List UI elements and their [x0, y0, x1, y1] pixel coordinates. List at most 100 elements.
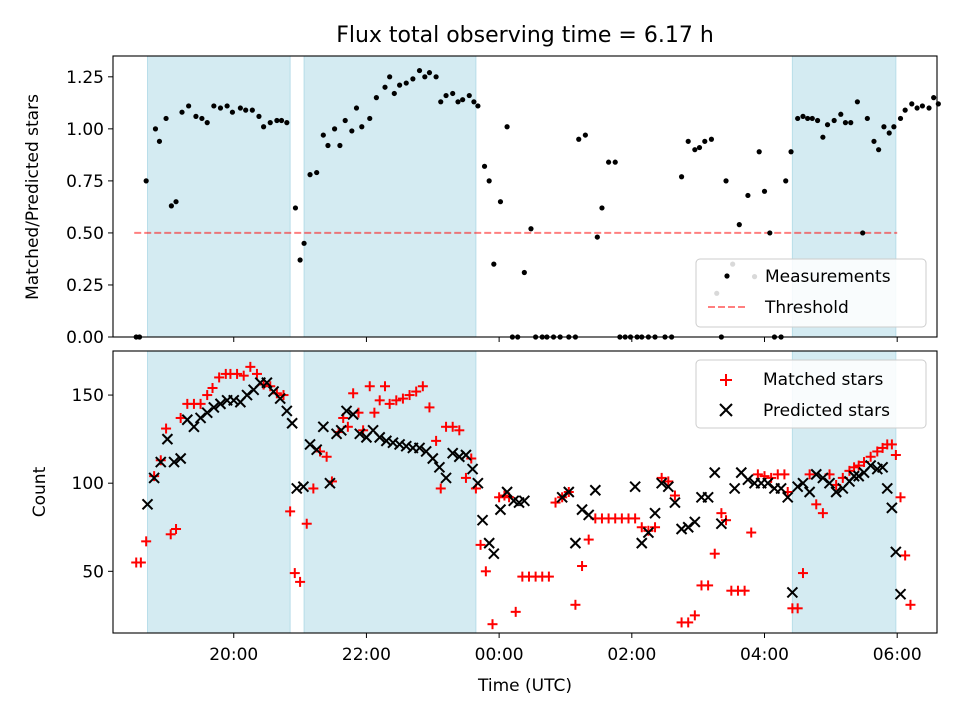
measurement-point: [926, 105, 932, 111]
matched-star-point: [141, 536, 152, 547]
x-tick-label: 04:00: [740, 645, 789, 665]
predicted-star-point: [466, 463, 479, 475]
predicted-star-point: [629, 481, 641, 493]
measurement-point: [582, 132, 588, 138]
measurement-point: [278, 117, 285, 124]
matched-star-point: [779, 469, 790, 480]
measurement-point: [481, 163, 488, 169]
predicted-star-point: [281, 405, 293, 417]
measurement-point: [696, 144, 703, 151]
predicted-star-point: [823, 477, 836, 489]
matched-star-point: [195, 398, 206, 409]
predicted-star-point: [310, 443, 323, 456]
predicted-star-point: [890, 546, 902, 558]
matched-star-point: [301, 518, 312, 529]
measurement-point: [736, 222, 742, 228]
measurement-point: [403, 80, 409, 86]
matched-star-point: [792, 603, 803, 614]
measurement-point: [320, 132, 326, 138]
matched-star-point: [214, 372, 225, 383]
measurement-point: [475, 103, 481, 109]
top-y-tick-label: 1.25: [66, 68, 104, 88]
predicted-star-point: [636, 537, 648, 549]
measurement-point: [249, 107, 255, 113]
matched-star-point: [550, 497, 561, 508]
measurement-point: [864, 115, 870, 122]
predicted-star-point: [582, 509, 595, 521]
legend-measurements-label: Measurements: [765, 267, 891, 287]
measurement-point: [466, 92, 472, 99]
measurement-point: [284, 120, 290, 126]
matched-star-point: [411, 386, 422, 397]
bottom-legend: Matched stars Predicted stars: [695, 359, 927, 429]
top-plot-frame: [112, 55, 938, 338]
measurement-point: [325, 142, 331, 149]
matched-star-point: [752, 469, 763, 480]
observing-window-2: [303, 55, 477, 338]
measurement-point: [416, 67, 423, 74]
measurement-point: [359, 124, 365, 130]
measurement-point: [756, 149, 762, 155]
predicted-star-point: [589, 484, 602, 496]
matched-star-point: [171, 524, 182, 535]
matched-star-point: [285, 506, 296, 517]
matched-star-point: [369, 407, 380, 418]
predicted-star-point: [261, 377, 273, 389]
matched-star-point: [149, 471, 160, 482]
top-y-axis-label: Matched/Predicted stars: [23, 94, 43, 300]
measurement-point: [337, 142, 343, 149]
matched-star-point: [404, 390, 415, 401]
measurement-point: [702, 138, 708, 144]
measurement-point: [897, 115, 904, 122]
predicted-star-point: [886, 502, 898, 514]
measurement-point: [179, 109, 185, 115]
measurement-point: [902, 107, 908, 113]
predicted-star-point: [354, 428, 366, 440]
matched-star-point: [135, 557, 146, 568]
measurement-point: [168, 203, 174, 209]
bottom-y-axis-label: Count: [30, 466, 50, 517]
matched-star-point: [630, 513, 641, 524]
measurement-point: [800, 113, 806, 119]
measurement-point: [367, 115, 373, 122]
matched-star-point: [417, 381, 428, 392]
measurement-point: [871, 138, 877, 144]
matched-star-point: [689, 610, 700, 621]
matched-star-point: [663, 476, 674, 487]
measurement-point: [422, 74, 428, 80]
observing-window-1: [146, 350, 291, 634]
measurement-point: [193, 113, 199, 119]
measurement-point: [504, 124, 510, 130]
predicted-star-point: [168, 456, 180, 468]
predicted-star-point: [662, 481, 675, 493]
predicted-star-point: [791, 481, 804, 493]
predicted-star-point: [494, 503, 507, 516]
measurement-point: [353, 105, 360, 111]
measurement-point: [261, 124, 267, 130]
measurement-point: [433, 74, 439, 80]
predicted-star-point: [228, 394, 240, 407]
measurement-point: [891, 124, 897, 130]
x-tick-label: 20:00: [209, 645, 258, 665]
matched-star-point: [905, 599, 916, 610]
matched-star-point: [289, 568, 300, 579]
predicted-star-point: [347, 408, 359, 421]
legend-threshold-label: Threshold: [764, 298, 849, 318]
matched-star-point: [165, 529, 176, 540]
matched-star-point: [245, 361, 256, 372]
matched-star-point: [232, 368, 243, 379]
predicted-star-point: [400, 440, 412, 452]
predicted-star-point: [797, 477, 809, 489]
bottom-y-tick-label: 150: [72, 386, 104, 406]
predicted-star-point: [775, 482, 787, 495]
measurement-point: [486, 178, 492, 184]
measurement-point: [594, 234, 600, 240]
matched-star-point: [716, 508, 727, 519]
measurement-point: [471, 99, 477, 105]
matched-star-point: [650, 522, 661, 533]
predicted-star-point: [476, 514, 489, 526]
measurement-point: [860, 230, 866, 236]
predicted-star-point: [728, 482, 741, 495]
matched-star-point: [900, 550, 911, 561]
